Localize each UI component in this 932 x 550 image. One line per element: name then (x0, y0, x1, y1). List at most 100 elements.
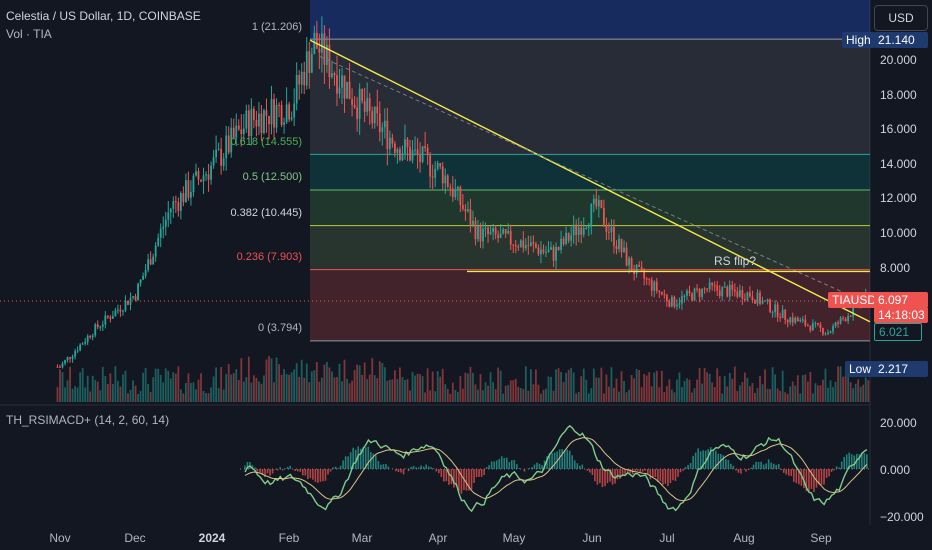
volume-bar (799, 393, 802, 402)
volume-bar (723, 376, 726, 402)
histogram-bar (427, 466, 430, 469)
volume-bar (331, 371, 333, 402)
volume-bar (658, 387, 661, 402)
volume-bar (366, 379, 369, 402)
volume-bar (348, 383, 351, 402)
candle-body (502, 229, 505, 234)
candle-body (59, 366, 61, 368)
volume-bar (439, 376, 442, 402)
histogram-bar (541, 464, 543, 469)
volume-bar (252, 375, 255, 402)
candle-body (461, 204, 464, 210)
volume-bar (847, 371, 850, 402)
candle-body (605, 225, 608, 232)
candle-body (811, 323, 814, 331)
candle-body (469, 209, 472, 226)
candle-body (575, 224, 578, 236)
candle-body (288, 104, 291, 120)
candle-body (749, 292, 751, 297)
candle-body (459, 186, 462, 205)
volume-bar (786, 393, 789, 402)
volume-bar (245, 377, 248, 402)
volume-bar (258, 381, 260, 402)
candle-body (529, 242, 532, 246)
volume-bar (81, 368, 84, 402)
histogram-bar (364, 447, 367, 469)
candle-body (351, 98, 353, 105)
histogram-bar (480, 469, 483, 477)
candle-body (275, 104, 278, 128)
volume-bar (592, 368, 595, 402)
candle-body (615, 245, 618, 249)
candle-body (429, 155, 432, 177)
candle-body (585, 228, 588, 230)
candle-body (681, 296, 683, 304)
histogram-bar (654, 469, 657, 477)
volume-bar (764, 369, 766, 402)
volume-bar (197, 379, 200, 402)
candle-body (454, 190, 457, 198)
candle-body (540, 249, 542, 255)
volume-bar (494, 389, 497, 402)
histogram-bar (422, 466, 425, 469)
volume-bar (718, 376, 721, 402)
candle-body (464, 209, 467, 212)
candle-body (736, 291, 739, 297)
candle-body (89, 335, 92, 338)
volume-bar (509, 380, 512, 402)
histogram-bar (312, 469, 314, 480)
candle-body (129, 297, 132, 305)
histogram-bar (430, 467, 433, 469)
histogram-bar (435, 469, 438, 472)
volume-bar (187, 373, 190, 402)
volume-bar (250, 382, 253, 402)
time-tick: Apr (428, 531, 448, 545)
volume-bar (628, 389, 630, 402)
high-value: 21.140 (874, 32, 928, 48)
candle-body (645, 278, 648, 280)
candle-body (497, 234, 500, 238)
volume-bar (86, 375, 89, 402)
volume-bar (716, 368, 719, 402)
volume-bar (323, 364, 326, 402)
histogram-bar (813, 469, 815, 492)
histogram-bar (833, 469, 835, 471)
volume-bar (580, 376, 583, 402)
candle-body (852, 305, 855, 317)
candle-body (633, 271, 636, 274)
histogram-bar (568, 450, 571, 469)
volume-bar (650, 386, 653, 402)
histogram-bar (465, 469, 468, 491)
candle-body (703, 288, 706, 290)
candle-body (822, 327, 824, 335)
volume-bar (411, 371, 414, 402)
volume-bar (373, 375, 376, 402)
histogram-bar (495, 460, 498, 469)
volume-bar (741, 382, 744, 402)
currency-button[interactable]: USD (874, 5, 928, 31)
histogram-bar (843, 456, 845, 469)
histogram-bar (407, 469, 410, 472)
candle-body (655, 281, 658, 292)
candle-body (207, 174, 210, 180)
histogram-bar (551, 453, 553, 469)
histogram-bar (707, 449, 710, 469)
candle-body (582, 228, 585, 235)
candle-body (388, 137, 391, 150)
histogram-bar (725, 459, 727, 469)
histogram-bar (261, 469, 264, 476)
candle-body (230, 127, 233, 153)
histogram-bar (667, 469, 669, 487)
volume-bar (512, 380, 515, 402)
histogram-bar (377, 461, 380, 469)
candle-body (139, 279, 142, 284)
volume-bar (728, 373, 731, 402)
candle-body (202, 175, 205, 182)
histogram-bar (342, 460, 344, 469)
volume-bar (144, 367, 147, 402)
volume-bar (127, 393, 129, 402)
candle-body (91, 335, 94, 338)
volume-bar (167, 370, 170, 402)
candle-body (658, 291, 661, 293)
